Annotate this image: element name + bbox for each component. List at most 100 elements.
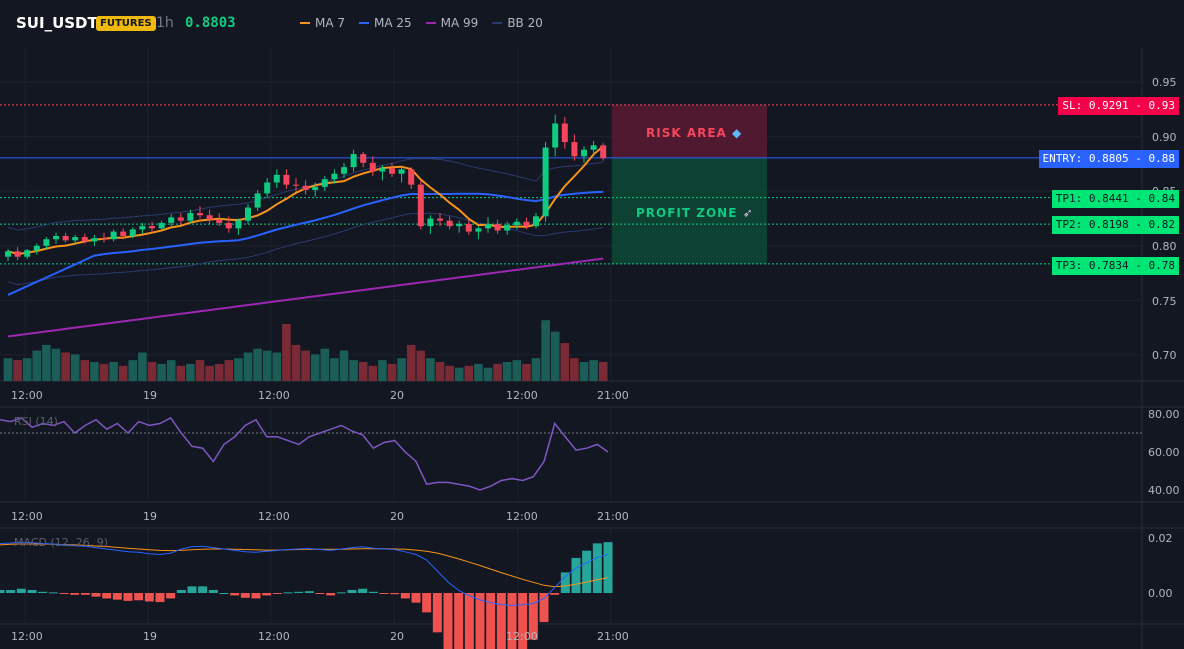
candle-body — [245, 207, 251, 221]
macd-histogram-bar — [198, 586, 208, 593]
candle-body — [513, 221, 520, 226]
macd-histogram-bar — [315, 593, 325, 594]
sl-price-tag: SL: 0.9291 - 0.93 — [1058, 97, 1179, 115]
time-axis-tick: 20 — [390, 510, 404, 523]
volume-bar — [310, 354, 320, 381]
macd-histogram-bar — [16, 588, 26, 593]
candle-body — [149, 226, 155, 229]
candle-body — [389, 168, 395, 174]
macd-histogram-bar — [368, 591, 378, 593]
legend-label: MA 25 — [374, 16, 412, 30]
volume-bar — [205, 365, 214, 381]
volume-bar — [147, 362, 157, 381]
tp1-price-tag: TP1: 0.8441 - 0.84 — [1051, 190, 1179, 208]
entry-label: ENTRY: 0.8805 — [1042, 152, 1129, 165]
chart-header: SUI_USDT FUTURES 1h 0.8803 MA 7 MA 25 MA… — [0, 0, 1184, 48]
volume-bar — [445, 365, 454, 381]
candle-body — [177, 217, 184, 221]
candle-body — [321, 179, 328, 187]
legend-item-ma25[interactable]: MA 25 — [359, 16, 412, 30]
macd-axis-tick: 0.00 — [1148, 587, 1173, 600]
candle-body — [283, 174, 290, 185]
rsi-axis-tick: 80.00 — [1148, 408, 1180, 421]
tp3-axis: 0.78 — [1148, 259, 1176, 272]
volume-bar — [426, 358, 435, 381]
volume-bar — [493, 363, 502, 381]
macd-histogram-bar — [112, 593, 122, 600]
volume-bar — [157, 363, 166, 381]
candle-body — [225, 222, 232, 229]
macd-histogram-bar — [592, 543, 602, 593]
time-axis-tick: 12:00 — [506, 630, 538, 643]
candle-body — [43, 239, 50, 246]
macd-histogram-bar — [454, 593, 464, 649]
time-axis-tick: 21:00 — [597, 389, 629, 402]
macd-histogram-bar — [187, 586, 197, 593]
candle-body — [101, 238, 107, 240]
candle-body — [475, 228, 482, 232]
candle-body — [561, 123, 568, 143]
candle-body — [542, 147, 549, 217]
interval-selector[interactable]: 1h — [156, 15, 174, 31]
tp3-label: TP3: 0.7834 — [1055, 259, 1129, 272]
volume-bar — [90, 362, 99, 381]
risk-area-zone — [612, 104, 767, 158]
candle-body — [53, 235, 59, 240]
macd-title: MACD (12, 26, 9) — [14, 536, 109, 549]
macd-histogram-bar — [6, 589, 16, 593]
volume-bar — [301, 350, 310, 381]
macd-histogram-bar — [294, 591, 304, 593]
volume-bar — [598, 362, 608, 381]
tp2-price-tag: TP2: 0.8198 - 0.82 — [1051, 216, 1179, 234]
candle-body — [33, 245, 40, 251]
candle-body — [120, 231, 127, 236]
legend-item-ma7[interactable]: MA 7 — [300, 16, 345, 30]
symbol-name[interactable]: SUI_USDT — [16, 14, 98, 32]
time-axis-tick: 19 — [143, 630, 157, 643]
volume-bar — [224, 360, 234, 381]
volume-bar — [454, 367, 464, 381]
volume-bar — [176, 365, 186, 381]
ma99-line — [7, 257, 604, 338]
macd-histogram-bar — [411, 593, 421, 603]
macd-histogram-bar — [134, 593, 144, 601]
macd-histogram-bar — [166, 593, 176, 599]
volume-bar — [22, 358, 32, 381]
legend-item-bb20[interactable]: BB 20 — [492, 16, 543, 30]
volume-bar — [214, 363, 224, 381]
volume-bar — [262, 350, 272, 381]
candle-body — [369, 162, 376, 172]
profit-zone — [612, 157, 767, 264]
volume-bar — [13, 360, 22, 381]
volume-bar — [550, 331, 560, 381]
tp1-label: TP1: 0.8441 — [1055, 192, 1129, 205]
macd-histogram-bar — [582, 550, 592, 593]
time-axis-tick: 12:00 — [11, 510, 43, 523]
candle-body — [91, 238, 98, 242]
candle-body — [350, 154, 357, 168]
volume-bar — [320, 348, 330, 381]
ma99-swatch — [425, 22, 436, 24]
ma7-line — [7, 145, 604, 256]
macd-histogram-bar — [486, 593, 496, 649]
rsi-line — [0, 416, 609, 491]
profit-zone-label: PROFIT ZONE ➶ — [636, 206, 754, 220]
macd-histogram-bar — [550, 593, 560, 595]
candle-body — [254, 193, 261, 208]
candle-body — [273, 174, 280, 183]
macd-histogram-bar — [144, 593, 154, 602]
volume-bar — [531, 358, 541, 381]
legend-item-ma99[interactable]: MA 99 — [425, 16, 478, 30]
volume-bar — [138, 352, 147, 381]
ma7-swatch — [300, 22, 310, 24]
time-axis-tick: 21:00 — [597, 510, 629, 523]
candle-body — [331, 173, 338, 180]
candle-body — [571, 142, 578, 157]
macd-histogram-bar — [304, 591, 314, 593]
time-axis-tick: 12:00 — [11, 630, 43, 643]
time-axis-tick: 12:00 — [11, 389, 43, 402]
candle-body — [408, 169, 415, 185]
macd-histogram-bar — [518, 593, 528, 649]
macd-histogram-bar — [80, 593, 90, 595]
